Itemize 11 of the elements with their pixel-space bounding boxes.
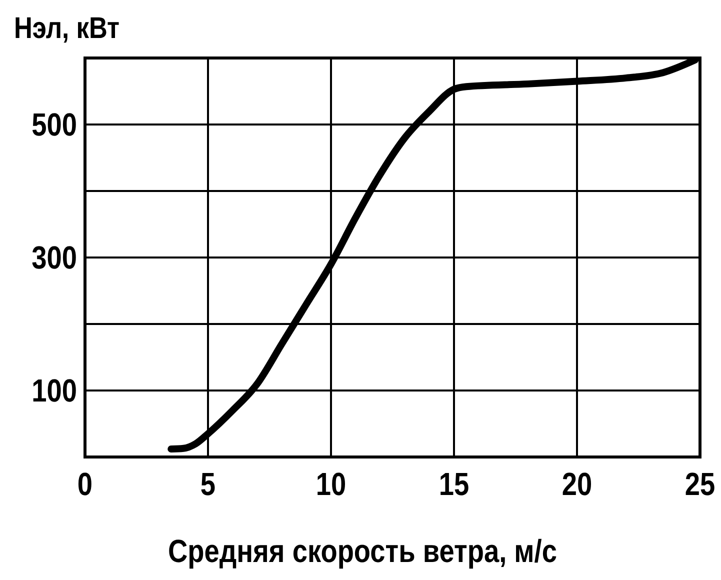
x-tick-label: 0 — [77, 466, 93, 503]
x-tick-label: 5 — [200, 466, 216, 503]
x-tick-label: 15 — [438, 466, 470, 503]
y-tick-label: 100 — [32, 373, 77, 410]
x-tick-label: 10 — [316, 466, 346, 503]
x-tick-label: 20 — [562, 466, 592, 503]
y-axis-title: Нэл, кВт — [14, 11, 120, 44]
y-tick-label: 300 — [32, 240, 77, 276]
y-tick-label: 500 — [32, 107, 77, 144]
x-tick-label: 25 — [684, 466, 716, 503]
x-axis-title: Средняя скорость ветра, м/с — [168, 534, 557, 570]
